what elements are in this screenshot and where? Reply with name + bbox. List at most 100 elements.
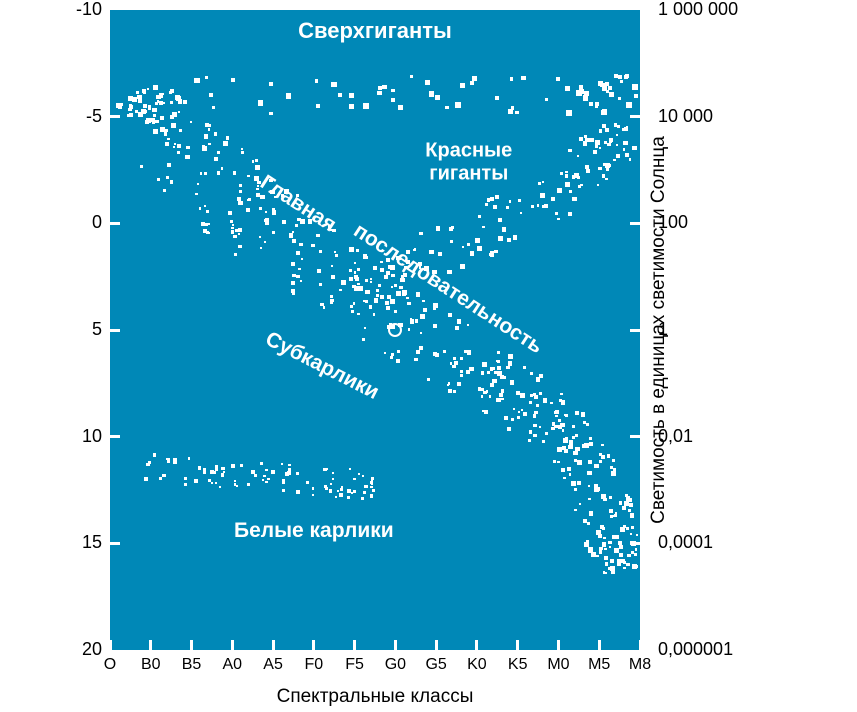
star-point bbox=[609, 546, 612, 549]
star-point bbox=[364, 327, 366, 329]
star-point bbox=[217, 151, 220, 154]
star-point bbox=[408, 328, 410, 330]
star-point bbox=[560, 172, 563, 175]
star-point bbox=[507, 427, 511, 431]
star-point bbox=[198, 466, 201, 469]
y-tick-mark bbox=[630, 222, 640, 225]
star-point bbox=[626, 527, 629, 530]
star-point bbox=[206, 210, 209, 213]
star-point bbox=[265, 469, 267, 471]
star-point bbox=[136, 91, 140, 95]
star-point bbox=[141, 109, 146, 114]
star-point bbox=[188, 457, 191, 460]
star-point bbox=[618, 97, 621, 100]
star-point bbox=[200, 172, 203, 175]
star-point bbox=[636, 534, 638, 536]
star-point bbox=[585, 165, 589, 169]
star-point bbox=[450, 362, 452, 364]
star-point bbox=[508, 109, 513, 114]
star-point bbox=[520, 393, 524, 397]
star-point bbox=[215, 482, 218, 485]
star-point bbox=[584, 443, 589, 448]
star-point bbox=[376, 289, 379, 292]
star-point bbox=[228, 211, 232, 215]
star-point bbox=[233, 171, 237, 175]
star-point bbox=[614, 514, 617, 517]
star-point bbox=[153, 453, 156, 456]
star-point bbox=[518, 199, 521, 202]
star-point bbox=[608, 567, 610, 569]
star-point bbox=[357, 283, 360, 286]
star-point bbox=[489, 395, 491, 397]
x-tick-mark bbox=[272, 640, 275, 650]
star-point bbox=[469, 367, 474, 372]
star-point bbox=[282, 481, 285, 484]
star-point bbox=[287, 471, 291, 475]
star-point bbox=[534, 395, 538, 399]
star-point bbox=[288, 464, 291, 467]
star-point bbox=[152, 108, 157, 113]
star-point bbox=[594, 487, 599, 492]
star-point bbox=[630, 513, 634, 517]
star-point bbox=[470, 251, 475, 256]
star-point bbox=[591, 552, 596, 557]
star-point bbox=[205, 76, 208, 79]
star-point bbox=[575, 411, 579, 415]
star-point bbox=[536, 404, 539, 407]
x-tick-label: G0 bbox=[380, 656, 410, 674]
star-point bbox=[208, 479, 211, 482]
y-right-tick-label: 1 bbox=[658, 319, 778, 340]
star-point bbox=[397, 350, 400, 353]
star-point bbox=[246, 208, 250, 212]
star-point bbox=[554, 411, 557, 414]
star-point bbox=[370, 281, 373, 284]
star-point bbox=[495, 195, 500, 200]
x-tick-mark bbox=[312, 640, 315, 650]
star-point bbox=[172, 125, 175, 128]
star-point bbox=[167, 461, 170, 464]
star-point bbox=[289, 233, 293, 237]
y-tick-mark bbox=[110, 435, 120, 438]
star-point bbox=[580, 184, 582, 186]
star-point bbox=[506, 366, 510, 370]
star-point bbox=[330, 295, 333, 298]
star-point bbox=[438, 252, 442, 256]
star-point bbox=[407, 302, 411, 306]
star-point bbox=[312, 487, 315, 490]
star-point bbox=[632, 146, 637, 151]
star-point bbox=[335, 254, 338, 257]
star-point bbox=[513, 235, 518, 240]
star-point bbox=[499, 393, 503, 397]
star-point bbox=[579, 503, 581, 505]
star-point bbox=[561, 468, 565, 472]
star-point bbox=[331, 82, 337, 88]
star-point bbox=[448, 389, 452, 393]
star-point bbox=[184, 483, 188, 487]
star-point bbox=[586, 423, 589, 426]
star-point bbox=[623, 141, 627, 145]
star-point bbox=[523, 412, 527, 416]
star-point bbox=[202, 146, 207, 151]
x-tick-mark bbox=[149, 640, 152, 650]
star-point bbox=[423, 308, 427, 312]
star-point bbox=[568, 212, 572, 216]
star-point bbox=[494, 250, 497, 253]
star-point bbox=[419, 232, 423, 236]
star-point bbox=[203, 470, 207, 474]
star-point bbox=[572, 175, 576, 179]
star-point bbox=[184, 477, 187, 480]
star-point bbox=[448, 313, 452, 317]
star-point bbox=[545, 432, 548, 435]
star-point bbox=[144, 477, 148, 481]
star-point bbox=[170, 180, 174, 184]
star-point bbox=[265, 481, 267, 483]
star-point bbox=[208, 128, 210, 130]
star-point bbox=[382, 85, 387, 90]
star-point bbox=[539, 426, 541, 428]
star-point bbox=[608, 86, 612, 90]
star-point bbox=[349, 269, 351, 271]
star-point bbox=[330, 300, 334, 304]
star-point bbox=[498, 236, 503, 241]
y-left-tick-label: -10 bbox=[62, 0, 102, 20]
star-point bbox=[466, 370, 469, 373]
